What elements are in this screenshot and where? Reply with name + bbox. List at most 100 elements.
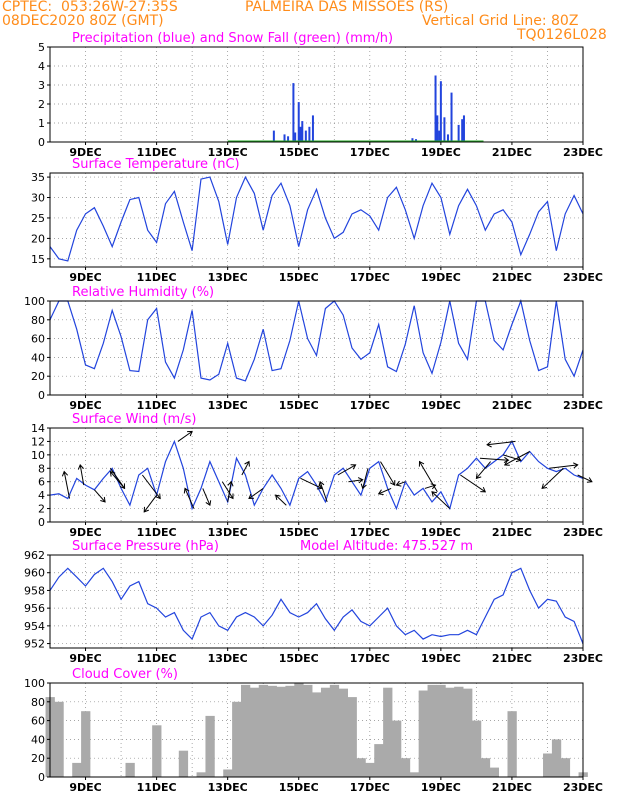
panel-5: 0 20 40 60 80 100 9DEC 11DEC 13DEC 15DEC 17DEC 19DE… (24, 667, 603, 794)
x-tick-label: 13DEC (208, 399, 248, 412)
y-tick-label: 100 (24, 677, 45, 690)
cloud-bar (267, 685, 277, 777)
x-tick-label: 17DEC (350, 781, 390, 794)
wind-arrowhead (316, 483, 323, 490)
panel-title: Surface Temperature (nC) (72, 157, 240, 172)
wind-arrow (143, 494, 158, 513)
x-tick-label: 17DEC (350, 652, 390, 665)
wind-arrow (63, 471, 71, 499)
x-tick-label: 15DEC (279, 652, 319, 665)
precip-bar (294, 132, 297, 142)
y-tick-label: 960 (24, 567, 45, 580)
wind-arrowhead (183, 487, 190, 494)
x-tick-label: 23DEC (563, 146, 603, 159)
x-tick-label: 11DEC (137, 652, 177, 665)
y-tick-label: 25 (31, 212, 45, 225)
panel-annotation: Model Altitude: 475.527 m (300, 539, 473, 554)
panel-title: Precipitation (blue) and Snow Fall (gree… (72, 31, 393, 46)
wind-arrowhead (318, 480, 325, 487)
cloud-bar (392, 720, 402, 777)
precip-bar (457, 124, 460, 142)
cloud-bar (400, 758, 411, 777)
wind-arrowhead (418, 460, 425, 467)
wind-arrow (419, 461, 438, 493)
panel-frame (49, 46, 584, 143)
series-line (49, 298, 584, 382)
y-tick-label: 2 (38, 503, 45, 516)
x-tick-label: 19DEC (421, 271, 461, 284)
cloud-bar (480, 758, 491, 777)
y-tick-label: 2 (38, 98, 45, 111)
y-tick-label: 40 (31, 733, 45, 746)
cloud-bar (205, 715, 215, 777)
wind-arrowhead (187, 430, 193, 437)
y-tick-label: 962 (24, 549, 45, 562)
precip-bar (308, 126, 311, 142)
y-tick-label: 3 (38, 79, 45, 92)
y-tick-label: 12 (31, 435, 45, 448)
wind-arrow (431, 491, 451, 509)
cloud-bar (338, 688, 348, 777)
precip-bar (297, 102, 300, 142)
y-tick-label: 4 (38, 60, 45, 73)
cloud-bar (374, 744, 384, 777)
cloud-bar (152, 725, 162, 777)
precip-bar (462, 115, 465, 142)
y-tick-label: 60 (31, 715, 45, 728)
cloud-bar (471, 720, 482, 777)
wind-arrow (202, 488, 211, 506)
x-tick-label: 21DEC (492, 526, 532, 539)
x-tick-label: 11DEC (137, 271, 177, 284)
wind-arrowhead (205, 500, 212, 507)
wind-arrow (504, 451, 530, 466)
cloud-bar (454, 686, 464, 777)
panel-2: 0 20 40 60 80 100 9DEC 11DEC 13DEC 15DEC 17DEC 19DE… (24, 285, 603, 412)
x-tick-label: 21DEC (492, 652, 532, 665)
x-tick-label: 9DEC (69, 526, 101, 539)
x-tick-label: 9DEC (69, 271, 101, 284)
x-tick-label: 13DEC (208, 146, 248, 159)
wind-arrow (541, 467, 564, 489)
cloud-bar (489, 767, 500, 777)
y-tick-label: 4 (38, 489, 45, 502)
wind-arrowhead (228, 493, 234, 500)
panel-title: Cloud Cover (%) (72, 667, 178, 682)
cloud-bar (383, 687, 393, 777)
cloud-bar (285, 685, 295, 777)
wind-arrowhead (248, 493, 255, 500)
panel-4: 952 954 956 958 960 962 9DEC 11DEC 13DEC 15DEC 17D… (24, 539, 603, 665)
precip-bar (438, 130, 441, 142)
series-line (49, 175, 584, 262)
cloud-bar (427, 684, 437, 777)
cloud-bar (356, 758, 366, 777)
y-tick-label: 8 (38, 462, 45, 475)
cloud-bar (445, 687, 455, 777)
precip-bar (287, 136, 290, 142)
cloud-bar (223, 769, 233, 777)
series-line (49, 567, 584, 644)
series-line (49, 439, 584, 511)
wind-arrowhead (350, 464, 357, 470)
wind-arrow (275, 494, 287, 506)
x-tick-label: 19DEC (421, 146, 461, 159)
wind-arrow (378, 487, 392, 495)
wind-arrow (94, 489, 106, 503)
panel-title: Relative Humidity (%) (72, 285, 214, 300)
wind-arrowhead (357, 477, 364, 484)
wind-arrow (380, 461, 396, 486)
cloud-bar (365, 762, 375, 777)
wind-arrow (110, 471, 126, 489)
cloud-bar (409, 772, 420, 777)
x-tick-label: 21DEC (492, 781, 532, 794)
cloud-bar (81, 711, 91, 777)
panel-1: 15 20 25 30 35 9DEC 11DEC 13DEC 15DEC 17DEC 19DEC 2… (31, 157, 603, 284)
precip-bar (411, 138, 414, 142)
cloud-bar (276, 686, 286, 777)
wind-arrow (479, 457, 509, 461)
wind-arrow (248, 488, 264, 499)
panel-0: 0 1 2 3 4 5 9DEC 11DEC 13DEC 15DEC 17DEC 19DEC 21DEC… (38, 31, 603, 159)
wind-arrow (577, 474, 593, 483)
y-tick-label: 35 (31, 171, 45, 184)
panel-frame (49, 300, 584, 396)
